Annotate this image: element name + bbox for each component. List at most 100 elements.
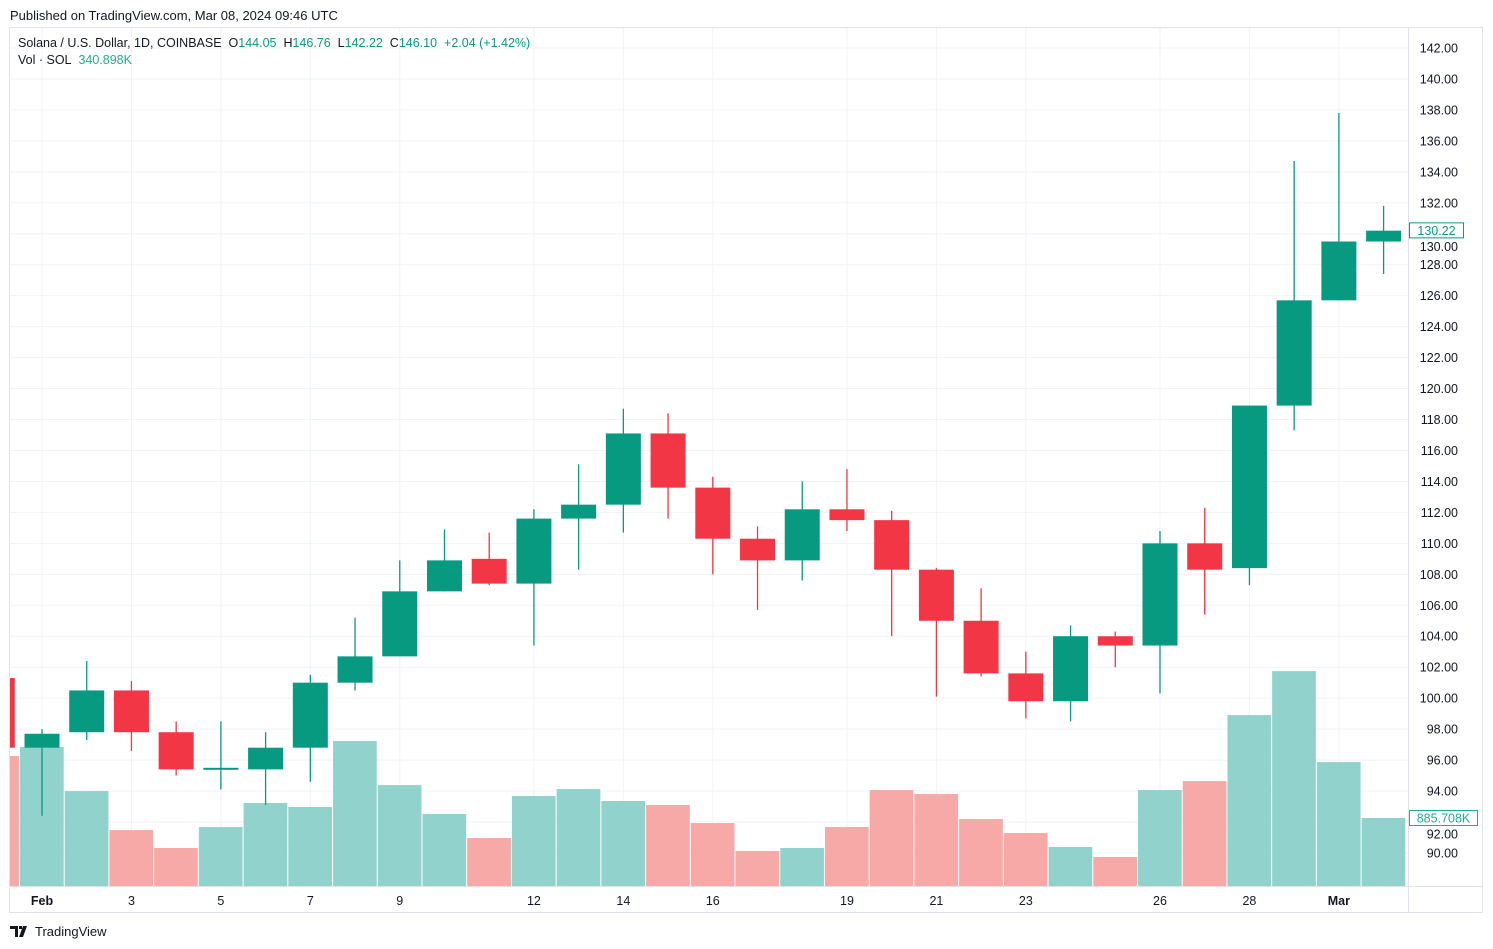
time-tick-label: 3 (128, 894, 135, 908)
candle-body (248, 747, 284, 770)
volume-bar (10, 756, 19, 886)
candle-body (963, 620, 999, 674)
volume-label[interactable]: Vol · SOL (18, 53, 72, 67)
time-tick-label: 9 (396, 894, 403, 908)
volume-bar (1093, 856, 1137, 886)
volume-bar (467, 838, 511, 886)
price-tick-label: 128.00 (1420, 258, 1458, 272)
time-tick-label: Feb (31, 894, 54, 908)
volume-bar (1361, 818, 1406, 886)
time-tick-label: 23 (1019, 894, 1033, 908)
candle-body (24, 733, 60, 748)
volume-bar (288, 806, 333, 886)
volume-bar (377, 785, 422, 886)
candle-body (1142, 543, 1178, 646)
volume-bar (601, 801, 646, 886)
time-tick-label: 26 (1153, 894, 1167, 908)
time-tick-label: 21 (929, 894, 943, 908)
volume-bar (556, 789, 601, 886)
candle-body (292, 682, 328, 748)
volume-bar (422, 813, 467, 886)
ohlc-row: Solana / U.S. Dollar, 1D, COINBASE O144.… (18, 35, 530, 52)
price-tick-label: 102.00 (1420, 661, 1458, 675)
price-tick-label: 110.00 (1421, 537, 1458, 551)
open-label: O (228, 36, 239, 50)
last-volume-box (1409, 810, 1478, 826)
candle-body (740, 538, 776, 561)
price-tick-label: 106.00 (1420, 599, 1458, 613)
volume-bar (780, 847, 824, 886)
candle-body (1097, 636, 1133, 646)
close-value: 146.10 (398, 36, 438, 50)
tradingview-logo[interactable]: TradingView (10, 924, 107, 939)
low-label: L (337, 36, 345, 50)
chart-frame (9, 27, 1483, 913)
price-tick-label: 130.00 (1420, 240, 1458, 254)
volume-bar (1227, 715, 1272, 886)
volume-bar (735, 850, 780, 886)
candle-body (1053, 636, 1089, 702)
time-tick-label: 7 (307, 894, 314, 908)
price-tick-label: 136.00 (1420, 134, 1458, 148)
high-label: H (283, 36, 293, 50)
volume-bar (64, 791, 109, 886)
volume-bar (1272, 671, 1316, 886)
price-tick-label: 118.00 (1421, 413, 1458, 427)
last-price-label: 130.22 (1417, 224, 1455, 238)
tradingview-logo-icon (10, 926, 27, 937)
time-tick-label: 12 (527, 894, 541, 908)
open-value: 144.05 (238, 36, 277, 50)
candle-body (918, 569, 954, 621)
candle-body (10, 678, 15, 748)
price-tick-label: 98.00 (1427, 723, 1458, 737)
candle-body (695, 487, 731, 539)
volume-bar (1316, 762, 1361, 886)
price-tick-label: 132.00 (1420, 196, 1458, 210)
price-tick-label: 142.00 (1420, 42, 1458, 56)
volume-bar (1048, 846, 1093, 886)
published-note: Published on TradingView.com, Mar 08, 20… (10, 8, 338, 23)
price-tick-label: 116.00 (1421, 444, 1458, 458)
price-tick-label: 134.00 (1420, 165, 1458, 179)
volume-bar (690, 823, 735, 886)
candle-body (1276, 300, 1312, 406)
candle-body (69, 690, 105, 733)
volume-bar (869, 790, 914, 886)
volume-row: Vol · SOL 340.898K (18, 52, 530, 69)
candle-body (337, 656, 373, 683)
candle-body (874, 520, 910, 570)
price-tick-label: 94.00 (1427, 785, 1458, 799)
candle-body (1366, 230, 1402, 242)
price-tick-label: 96.00 (1427, 754, 1458, 768)
time-tick-label: 19 (840, 894, 854, 908)
candle-body (382, 591, 418, 657)
brand-name: TradingView (35, 924, 107, 939)
candle-body (605, 433, 641, 505)
volume-bar (333, 741, 377, 886)
candle-body (784, 509, 820, 561)
price-tick-label: 114.00 (1421, 475, 1458, 489)
time-tick-label: Mar (1328, 894, 1350, 908)
symbol-title[interactable]: Solana / U.S. Dollar, 1D, COINBASE (18, 36, 222, 50)
volume-bar (914, 794, 959, 886)
price-tick-label: 138.00 (1420, 103, 1458, 117)
time-tick-label: 28 (1242, 894, 1256, 908)
volume-bar (824, 827, 869, 886)
close-label: C (389, 36, 399, 50)
price-tick-label: 92.00 (1427, 828, 1458, 842)
candle-body (1231, 405, 1267, 569)
chart-legend: Solana / U.S. Dollar, 1D, COINBASE O144.… (18, 35, 530, 69)
price-tick-label: 140.00 (1420, 72, 1458, 86)
time-tick-label: 5 (217, 894, 224, 908)
volume-bar (1003, 833, 1048, 886)
series-group (10, 113, 1406, 886)
price-tick-label: 108.00 (1420, 568, 1458, 582)
volume-bar (243, 803, 288, 886)
candle-body (113, 690, 149, 733)
last-price-box (1409, 222, 1464, 239)
low-value: 142.22 (344, 36, 383, 50)
candle-body (829, 509, 865, 521)
price-tick-label: 124.00 (1420, 320, 1458, 334)
